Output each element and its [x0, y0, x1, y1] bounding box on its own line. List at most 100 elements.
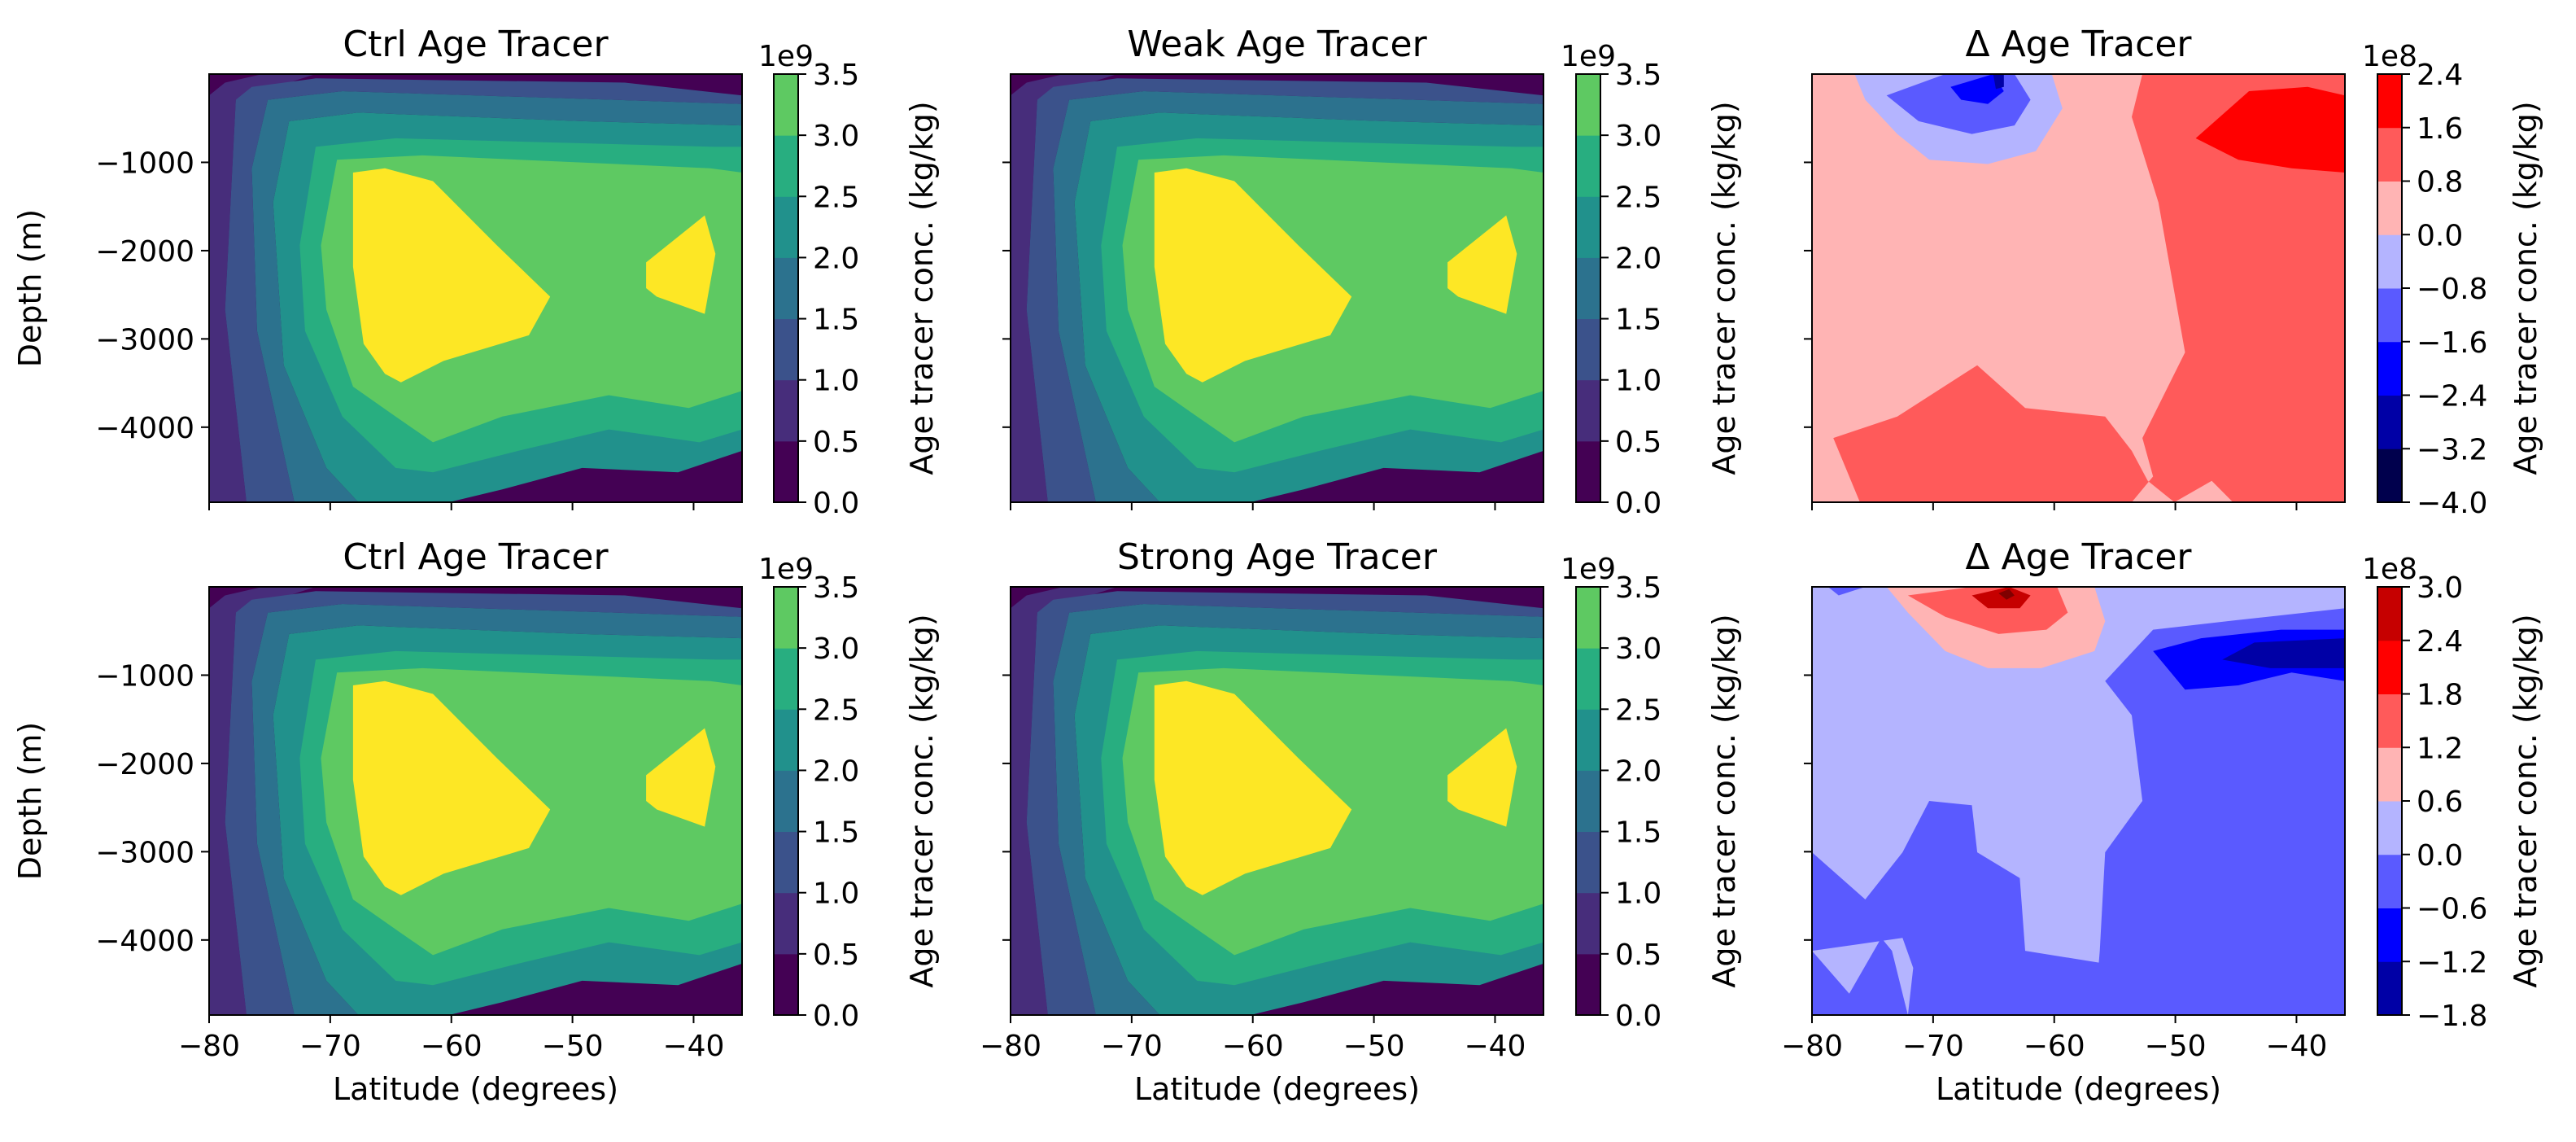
colorbar-segment	[774, 440, 798, 503]
colorbar-tick-label: 0.0	[813, 1000, 859, 1033]
colorbar-segment	[774, 587, 798, 649]
y-tick-label: −3000	[95, 323, 194, 357]
colorbar-tick-label: 1.5	[813, 304, 859, 337]
colorbar-offset: 1e9	[758, 553, 814, 586]
colorbar-segment	[2377, 288, 2402, 343]
axes-frame	[208, 586, 743, 1016]
colorbar-segment	[1576, 379, 1600, 442]
y-tick-label: −2000	[95, 235, 194, 269]
colorbar-tick-label: 0.5	[1615, 939, 1661, 972]
colorbar-segment	[1576, 953, 1600, 1016]
colorbar-segment	[2377, 640, 2402, 694]
colorbar-tick-label: 1.0	[1615, 365, 1661, 398]
colorbar-tick-label: 0.5	[1615, 426, 1661, 459]
colorbar-segment	[2377, 74, 2402, 129]
colorbar-tick-label: 2.0	[813, 242, 859, 275]
contour-band	[251, 604, 742, 1015]
colorbar-segment	[774, 831, 798, 894]
x-tick-label: −80	[1781, 1030, 1843, 1063]
colorbar-frame	[773, 586, 799, 1016]
contour-band	[225, 78, 743, 503]
colorbar-tick-label: 2.0	[813, 755, 859, 788]
colorbar-segment	[774, 196, 798, 258]
colorbar-tick-label: 0.0	[813, 487, 859, 520]
panel-ctrl-bottom: Ctrl Age Tracer −80 −70 −60 −50 −40 Latitude (…	[12, 536, 940, 1107]
y-tick-label: −1000	[95, 147, 194, 180]
panel-title: Δ Age Tracer	[1966, 24, 2193, 65]
panel-title: Strong Age Tracer	[1117, 536, 1438, 578]
colorbar-tick-label: 3.0	[2417, 571, 2463, 605]
colorbar-tick-label: 1.6	[2417, 112, 2463, 146]
y-tick-label: −4000	[95, 925, 194, 958]
colorbar-tick-label: 3.0	[1615, 632, 1661, 666]
colorbar-segment	[774, 257, 798, 320]
colorbar-segment	[2377, 961, 2402, 1016]
contour-band	[1154, 680, 1352, 895]
colorbar-segment	[1576, 587, 1600, 649]
contour-band	[1447, 215, 1517, 314]
colorbar-tick-label: 0.0	[1615, 487, 1661, 520]
x-tick-label: −50	[542, 1030, 604, 1063]
x-tick-label: −80	[980, 1030, 1041, 1063]
colorbar-segment	[774, 74, 798, 136]
x-tick-label: −40	[1464, 1030, 1526, 1063]
colorbar-segment	[2377, 234, 2402, 289]
contour-band	[1993, 74, 2004, 90]
colorbar-segment	[774, 892, 798, 955]
colorbar-tick-label: −0.8	[2417, 273, 2487, 306]
colorbar-label: Age tracer conc. (kg/kg)	[1706, 614, 1742, 987]
colorbar-tick-label: −1.2	[2417, 946, 2487, 979]
y-tick-label: −2000	[95, 748, 194, 781]
x-tick-label: −60	[2024, 1030, 2085, 1063]
axes-frame	[1811, 73, 2346, 503]
contour-band	[1053, 604, 1543, 1015]
colorbar-segment	[1576, 831, 1600, 894]
colorbar-tick-label: 1.0	[813, 365, 859, 398]
colorbar-segment	[2377, 747, 2402, 802]
contour-band	[352, 168, 551, 383]
colorbar-tick-label: 3.5	[1615, 59, 1661, 92]
colorbar-tick-label: 3.5	[1615, 571, 1661, 605]
colorbar-tick-label: 2.5	[1615, 181, 1661, 214]
colorbar-tick-label: −1.6	[2417, 326, 2487, 360]
colorbar-tick-label: 1.5	[1615, 816, 1661, 850]
colorbar-tick-label: 0.0	[2417, 839, 2463, 873]
x-tick-label: −40	[662, 1030, 724, 1063]
colorbar-segment	[1576, 648, 1600, 710]
colorbar-segment	[1576, 770, 1600, 833]
colorbar-tick-label: 2.4	[2417, 59, 2463, 92]
contour-band	[2094, 608, 2345, 1015]
colorbar-segment	[2377, 341, 2402, 396]
panel-delta-bottom: Δ Age Tracer −80 −70 −60 −50 −40 Latitude (deg…	[1781, 536, 2543, 1107]
colorbar-tick-label: 3.0	[1615, 120, 1661, 153]
colorbar-tick-label: 0.8	[2417, 166, 2463, 199]
colorbar-tick-label: −0.6	[2417, 893, 2487, 926]
colorbar-label: Age tracer conc. (kg/kg)	[2508, 101, 2543, 475]
contour-band	[1011, 74, 1117, 502]
colorbar-segment	[2377, 127, 2402, 182]
colorbar-tick-label: 0.0	[2417, 219, 2463, 252]
colorbar-segment	[774, 135, 798, 197]
y-tick-label: −1000	[95, 659, 194, 693]
colorbar-segment	[774, 318, 798, 381]
contour-band	[2222, 638, 2345, 668]
x-tick-label: −60	[421, 1030, 482, 1063]
axes-frame	[1010, 73, 1544, 503]
colorbar-segment	[2377, 448, 2402, 503]
colorbar-offset: 1e9	[1561, 40, 1616, 73]
colorbar-tick-label: −1.8	[2417, 1000, 2487, 1033]
contour-band	[352, 680, 551, 895]
colorbar-segment	[774, 648, 798, 710]
x-tick-label: −80	[178, 1030, 240, 1063]
colorbar-tick-label: 3.5	[813, 59, 859, 92]
contour-band	[1950, 74, 2004, 104]
panel-title: Ctrl Age Tracer	[343, 536, 609, 578]
colorbar-label: Age tracer conc. (kg/kg)	[1706, 101, 1742, 475]
colorbar-offset: 1e8	[2362, 553, 2417, 586]
contour-band	[1026, 78, 1543, 503]
colorbar-tick-label: 0.0	[1615, 1000, 1661, 1033]
colorbar-tick-label: 0.6	[2417, 785, 2463, 819]
